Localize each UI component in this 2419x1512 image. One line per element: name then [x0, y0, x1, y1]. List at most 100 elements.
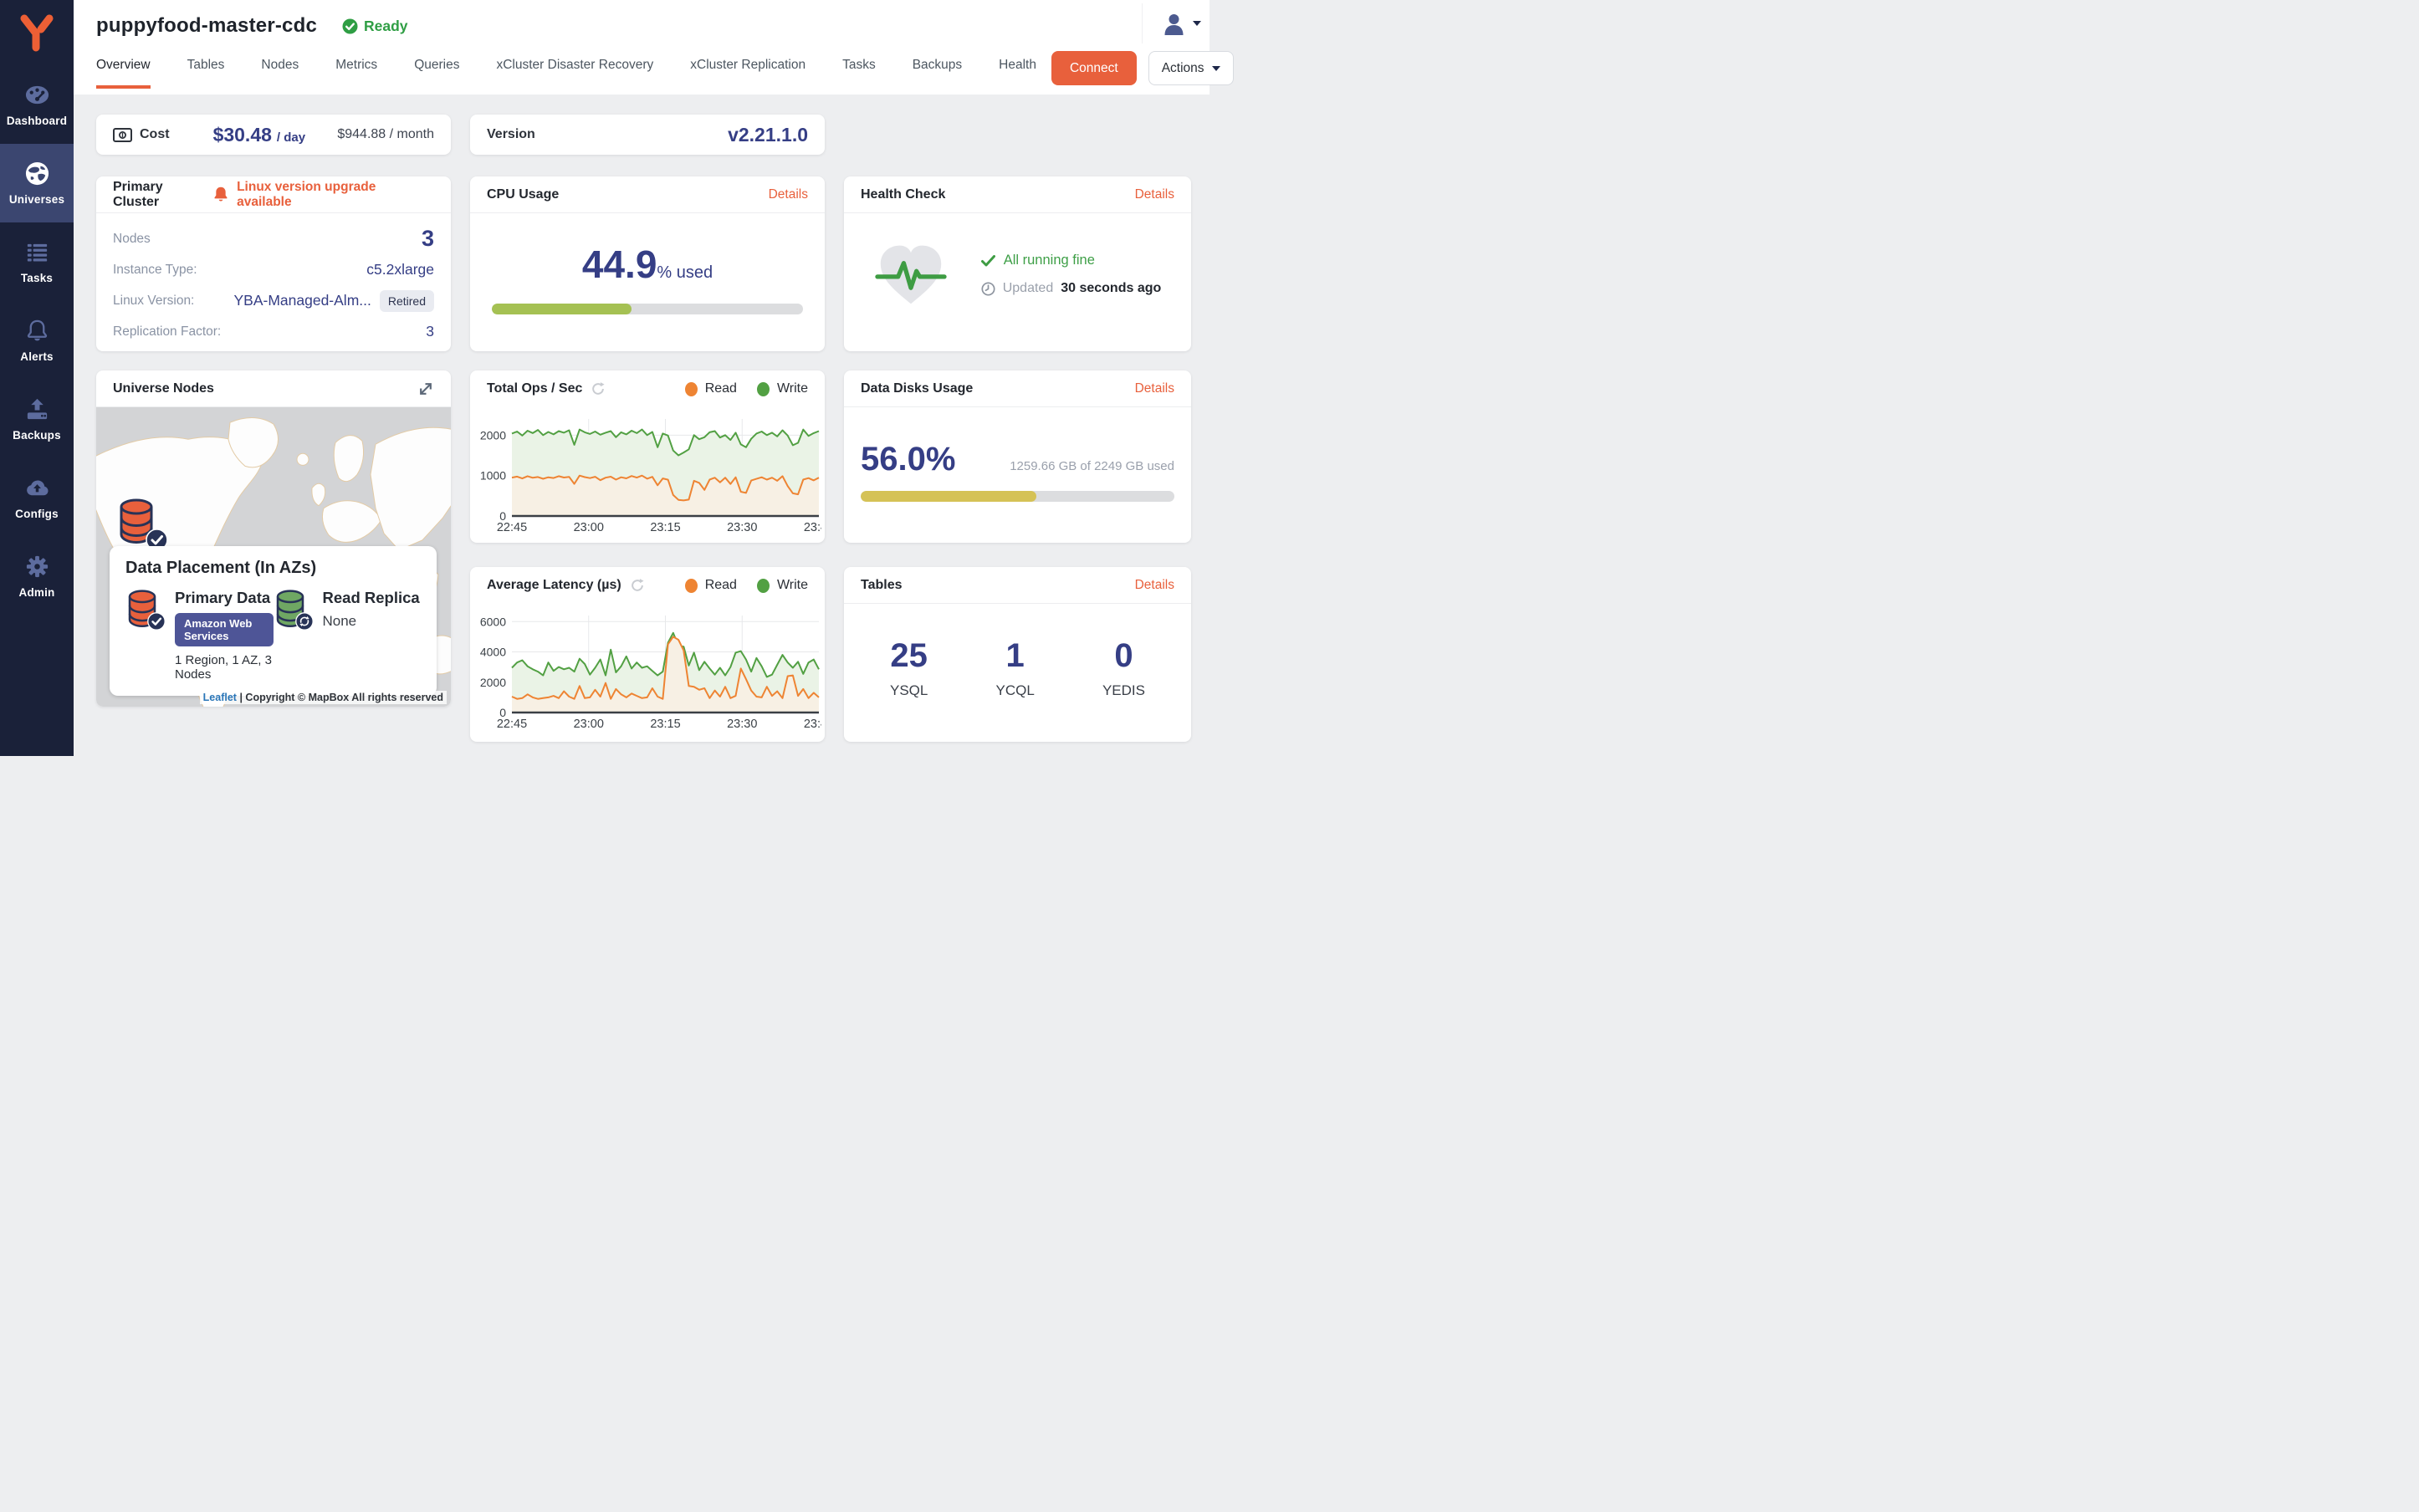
- tab-tables[interactable]: Tables: [187, 58, 225, 72]
- svg-text:23:15: 23:15: [650, 521, 680, 534]
- cost-monthly-value: $944.88 / month: [337, 127, 434, 141]
- cpu-progress-fill: [492, 304, 632, 314]
- ysql-count: 25 YSQL: [890, 637, 928, 699]
- legend-write[interactable]: Write: [756, 381, 808, 396]
- svg-text:22:45: 22:45: [497, 521, 527, 534]
- retired-badge: Retired: [379, 289, 434, 312]
- total-ops-card: Total Ops / Sec Read Write: [470, 370, 825, 543]
- sidebar-item-dashboard[interactable]: Dashboard: [0, 65, 74, 144]
- refresh-icon[interactable]: [630, 578, 645, 593]
- tab-bar: Overview Tables Nodes Metrics Queries xC…: [96, 42, 1036, 94]
- actions-label: Actions: [1161, 60, 1204, 75]
- tab-overview[interactable]: Overview: [96, 42, 151, 89]
- user-avatar-icon: [1164, 13, 1184, 35]
- svg-text:2000: 2000: [480, 428, 506, 442]
- sidebar-item-universes[interactable]: Universes: [0, 144, 74, 222]
- overview-content: Cost $30.48 / day $944.88 / month Versio…: [74, 94, 1210, 756]
- dashboard-gauge-icon: [25, 85, 49, 105]
- cpu-progress-bar: [492, 304, 803, 314]
- svg-text:23:30: 23:30: [727, 718, 757, 731]
- universe-nodes-title: Universe Nodes: [113, 381, 214, 396]
- legend-read[interactable]: Read: [684, 578, 737, 593]
- connect-button[interactable]: Connect: [1051, 51, 1137, 85]
- svg-text:23:15: 23:15: [650, 718, 680, 731]
- status-badge: Ready: [342, 18, 408, 35]
- version-value: v2.21.1.0: [728, 123, 808, 146]
- sidebar-nav: Dashboard Universes Tasks: [0, 0, 74, 756]
- sidebar-item-configs[interactable]: Configs: [0, 458, 74, 537]
- sidebar-item-admin[interactable]: Admin: [0, 537, 74, 616]
- legend-read[interactable]: Read: [684, 381, 737, 396]
- disk-progress-fill: [861, 491, 1036, 502]
- check-icon: [980, 254, 995, 266]
- health-details-link[interactable]: Details: [1134, 186, 1174, 202]
- legend-write-label: Write: [776, 381, 808, 396]
- expand-icon[interactable]: [417, 381, 434, 397]
- avg-latency-chart[interactable]: 22:45 23:00 23:15 23:30 23:45 0 2000 4000 6000: [473, 607, 821, 734]
- disk-percent-value: 56.0%: [861, 441, 956, 478]
- replication-factor-value: 3: [426, 323, 434, 340]
- read-dot-icon: [684, 381, 698, 396]
- write-dot-icon: [756, 381, 770, 396]
- linux-version-label: Linux Version:: [113, 293, 195, 308]
- tasks-list-icon: [27, 243, 47, 262]
- yedis-count: 0 YEDIS: [1102, 637, 1145, 699]
- cpu-usage-title: CPU Usage: [487, 186, 560, 202]
- read-replica-value: None: [322, 613, 357, 629]
- clock-icon: [981, 281, 995, 296]
- sidebar-item-label: Dashboard: [6, 115, 68, 127]
- svg-text:23:45: 23:45: [804, 521, 821, 534]
- cluster-instance-row: Instance Type: c5.2xlarge: [96, 254, 451, 285]
- linux-upgrade-alert[interactable]: Linux version upgrade available: [212, 180, 434, 210]
- svg-text:1000: 1000: [480, 469, 506, 483]
- legend-write[interactable]: Write: [756, 578, 808, 593]
- alerts-bell-icon: [27, 319, 47, 341]
- universe-nodes-card: Universe Nodes: [96, 370, 451, 707]
- primary-cluster-title: Primary Cluster: [113, 179, 163, 209]
- primary-data-block: Primary Data Amazon Web Services 1 Regio…: [125, 589, 274, 682]
- yugabyte-logo[interactable]: [0, 0, 74, 65]
- refresh-icon[interactable]: [591, 381, 606, 396]
- attribution-text: | Copyright © MapBox All rights reserved: [239, 692, 443, 703]
- svg-text:23:00: 23:00: [574, 718, 604, 731]
- svg-text:4000: 4000: [480, 646, 506, 659]
- linux-upgrade-text: Linux version upgrade available: [237, 179, 376, 209]
- world-map[interactable]: Data Placement (In AZs): [96, 407, 451, 707]
- data-placement-title: Data Placement (In AZs): [125, 559, 317, 577]
- version-label: Version: [487, 127, 535, 141]
- tab-health[interactable]: Health: [999, 58, 1036, 72]
- tab-tasks[interactable]: Tasks: [842, 58, 876, 72]
- primary-check-icon: [147, 612, 166, 631]
- sidebar-item-alerts[interactable]: Alerts: [0, 301, 74, 380]
- cluster-nodes-row: Nodes 3: [96, 223, 451, 254]
- provider-badge: Amazon Web Services: [175, 613, 274, 646]
- tab-queries[interactable]: Queries: [414, 58, 460, 72]
- sidebar-item-label: Backups: [13, 429, 61, 442]
- user-menu[interactable]: [1142, 3, 1201, 43]
- ysql-count-label: YSQL: [890, 682, 928, 698]
- tab-nodes[interactable]: Nodes: [261, 58, 299, 72]
- data-placement-panel: Data Placement (In AZs): [110, 546, 437, 696]
- app-window: Dashboard Universes Tasks: [0, 0, 1234, 756]
- admin-gear-icon: [26, 555, 48, 578]
- sidebar-item-tasks[interactable]: Tasks: [0, 222, 74, 301]
- leaflet-link[interactable]: Leaflet: [202, 692, 237, 703]
- cpu-details-link[interactable]: Details: [768, 186, 808, 202]
- avg-latency-card: Average Latency (µs) Read Wr: [470, 567, 825, 742]
- health-updated-label: Updated: [1002, 281, 1054, 295]
- total-ops-chart[interactable]: 22:45 23:00 23:15 23:30 23:45 0 1000 2000: [473, 411, 821, 538]
- ycql-count-label: YCQL: [995, 682, 1035, 698]
- total-ops-title: Total Ops / Sec: [487, 381, 583, 396]
- tab-xcluster-disaster-recovery[interactable]: xCluster Disaster Recovery: [496, 58, 654, 72]
- read-replica-title: Read Replica: [322, 589, 420, 606]
- disks-details-link[interactable]: Details: [1134, 381, 1174, 396]
- primary-node-marker[interactable]: [116, 498, 168, 551]
- tab-backups[interactable]: Backups: [912, 58, 963, 72]
- tab-metrics[interactable]: Metrics: [335, 58, 378, 72]
- sidebar-item-backups[interactable]: Backups: [0, 380, 74, 458]
- disk-progress-bar: [861, 491, 1174, 502]
- svg-text:6000: 6000: [480, 615, 506, 628]
- tab-xcluster-replication[interactable]: xCluster Replication: [690, 58, 806, 72]
- actions-dropdown-button[interactable]: Actions: [1148, 51, 1234, 85]
- tables-details-link[interactable]: Details: [1134, 577, 1174, 592]
